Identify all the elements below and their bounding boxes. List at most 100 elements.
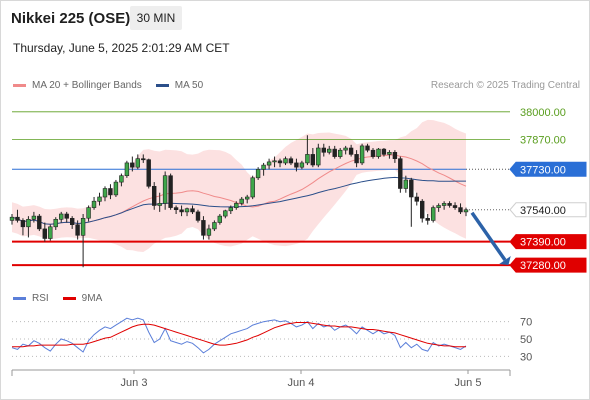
candle-body: [245, 196, 250, 200]
candle: [261, 162, 266, 176]
candle-body: [228, 207, 233, 212]
level-label-box: [509, 202, 587, 218]
candle: [173, 205, 179, 215]
candle-body: [354, 154, 359, 164]
ma50-line: [11, 176, 466, 225]
level-label-box: [509, 161, 587, 177]
candle-body: [430, 207, 436, 221]
candle-body: [326, 148, 332, 153]
candle-body: [86, 207, 91, 219]
candle: [354, 150, 359, 168]
candle-body: [58, 213, 64, 220]
rsi-legend: RSI 9MA: [13, 293, 102, 304]
candle: [31, 211, 37, 223]
ma50-legend-label: MA 50: [174, 80, 204, 91]
candle-body: [179, 209, 184, 213]
candle-body: [255, 169, 261, 179]
candle-body: [162, 175, 168, 204]
level-label-text: 37390.00: [520, 237, 566, 249]
rsi-tick-label-30: 30: [520, 351, 532, 363]
candle-body: [15, 216, 20, 221]
candle: [294, 158, 299, 172]
candle-body: [392, 152, 398, 160]
candle-body: [447, 203, 452, 206]
candle: [299, 160, 305, 170]
candle-body: [113, 181, 119, 196]
candle: [53, 217, 58, 230]
candle-body: [294, 162, 299, 168]
candle-body: [26, 219, 31, 228]
candle: [321, 143, 326, 157]
candle: [343, 145, 348, 155]
level-label-text: 37540.00: [520, 205, 566, 217]
candle: [212, 220, 217, 232]
candle: [414, 192, 419, 206]
candle-body: [343, 147, 348, 151]
level-label-text: 38000.00: [520, 107, 566, 119]
candle-body: [283, 158, 288, 164]
candle-body: [337, 149, 343, 157]
candle-body: [80, 218, 86, 236]
candle-body: [20, 220, 26, 228]
candle: [381, 148, 387, 157]
candle-body: [332, 148, 337, 157]
candle: [452, 202, 458, 210]
candle-body: [108, 188, 113, 196]
candle: [392, 150, 398, 163]
candle-body: [223, 210, 228, 217]
candle-body: [321, 147, 326, 153]
candle: [113, 179, 119, 197]
candle-body: [239, 198, 244, 204]
candle-body: [359, 145, 365, 164]
candle-body: [234, 203, 239, 208]
candle-body: [288, 158, 294, 164]
candle-body: [261, 164, 266, 170]
candle-body: [42, 228, 48, 239]
candle: [64, 211, 69, 223]
candle-body: [37, 215, 42, 230]
candle: [168, 173, 173, 210]
candle-body: [212, 222, 217, 230]
candle-body: [463, 209, 469, 213]
candle-body: [419, 200, 425, 219]
candle: [135, 154, 140, 170]
candle-body: [124, 162, 130, 176]
candle: [436, 203, 441, 212]
candle-body: [9, 216, 15, 221]
candle: [102, 186, 108, 202]
chart-datetime: Thursday, June 5, 2025 2:01:29 AM CET: [13, 41, 230, 55]
candle-body: [458, 207, 463, 213]
candle-body: [436, 205, 441, 208]
candle: [195, 209, 201, 223]
candle-body: [119, 175, 124, 183]
candle-body: [348, 147, 354, 155]
level-label-text: 37870.00: [520, 135, 566, 147]
candle-body: [64, 213, 69, 219]
rsi-legend-label: RSI: [32, 293, 49, 304]
candle: [86, 205, 91, 222]
candle-body: [102, 188, 108, 198]
candle-body: [168, 175, 173, 208]
candle-body: [365, 145, 370, 151]
candle: [316, 143, 321, 168]
interval-button[interactable]: 30 MIN: [130, 6, 182, 30]
candle-body: [310, 154, 315, 166]
candle-body: [441, 203, 447, 206]
rsi-tick-label-70: 70: [520, 317, 532, 329]
candle: [409, 177, 414, 227]
candle-body: [75, 224, 80, 236]
candle-body: [272, 160, 277, 163]
candle: [184, 207, 190, 217]
ma9-swatch: [62, 297, 76, 300]
candle: [234, 201, 239, 210]
candle: [124, 160, 130, 178]
candle: [42, 222, 48, 242]
candle-body: [195, 211, 201, 221]
candle: [70, 216, 75, 229]
candle: [266, 158, 272, 170]
candle-body: [91, 200, 97, 208]
candle: [58, 211, 64, 223]
candle-body: [277, 160, 283, 164]
candle: [255, 167, 261, 180]
candle: [370, 148, 376, 159]
